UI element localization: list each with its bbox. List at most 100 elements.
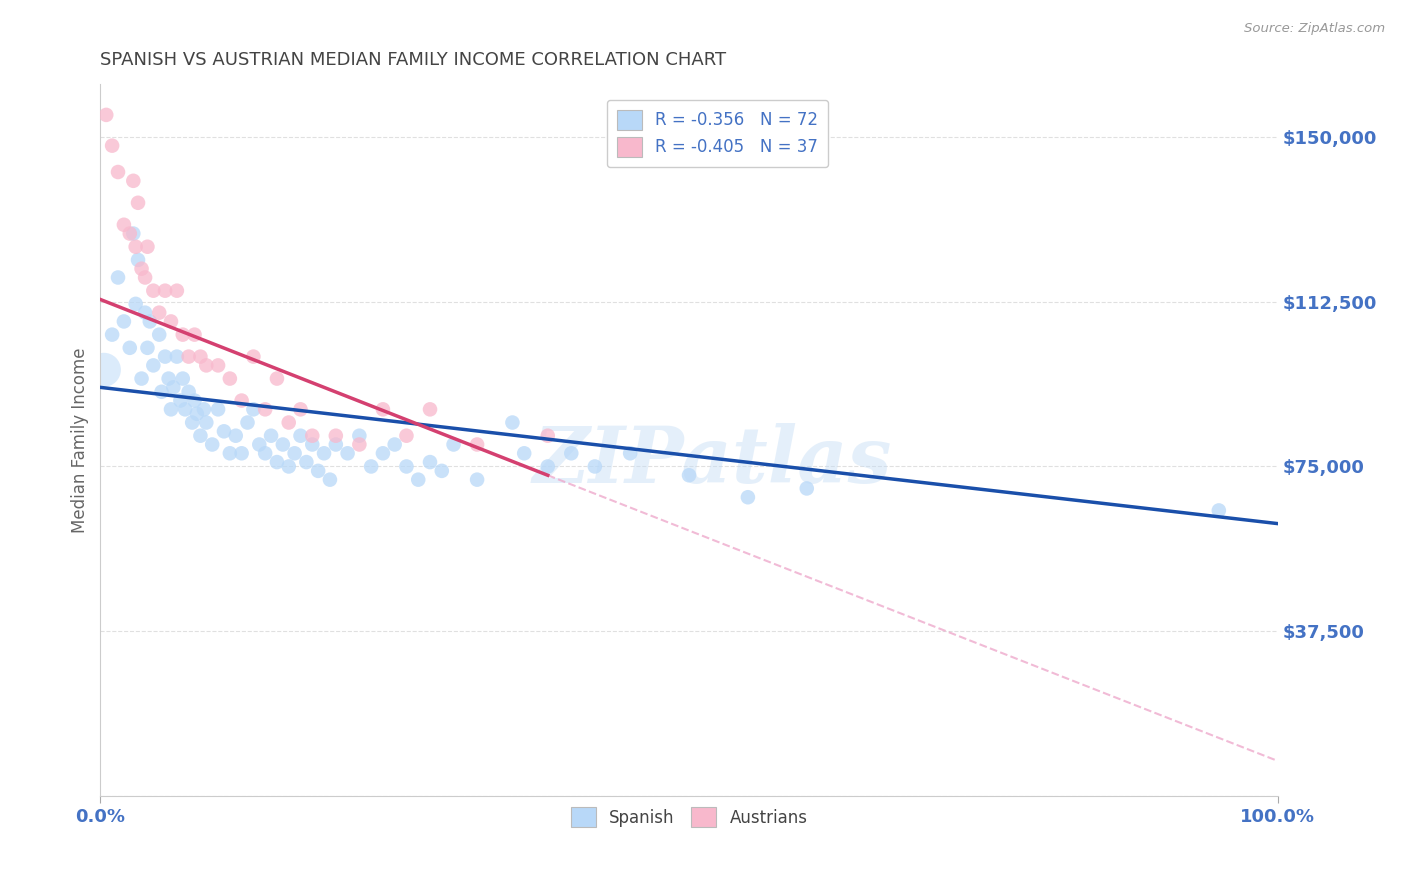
Point xyxy=(134,306,156,320)
Point xyxy=(371,402,394,417)
Point xyxy=(360,459,382,474)
Point xyxy=(325,437,347,451)
Point xyxy=(131,261,153,276)
Point xyxy=(678,468,700,483)
Point xyxy=(737,490,759,504)
Point xyxy=(271,437,294,451)
Point xyxy=(131,371,153,385)
Point xyxy=(301,437,323,451)
Point xyxy=(349,437,371,451)
Point xyxy=(301,428,323,442)
Point xyxy=(93,363,115,377)
Point xyxy=(406,473,429,487)
Point xyxy=(118,227,141,241)
Point xyxy=(284,446,307,460)
Point xyxy=(465,473,488,487)
Point xyxy=(174,402,197,417)
Point xyxy=(136,240,159,254)
Point xyxy=(325,428,347,442)
Point xyxy=(537,428,560,442)
Point xyxy=(96,108,118,122)
Point xyxy=(183,393,205,408)
Text: ZIPatlas: ZIPatlas xyxy=(533,423,893,500)
Point xyxy=(225,428,247,442)
Point xyxy=(371,446,394,460)
Point xyxy=(127,252,149,267)
Point xyxy=(384,437,406,451)
Point xyxy=(218,446,240,460)
Point xyxy=(395,459,418,474)
Point xyxy=(312,446,335,460)
Point xyxy=(513,446,536,460)
Point xyxy=(101,327,124,342)
Point xyxy=(583,459,606,474)
Point xyxy=(207,402,229,417)
Point xyxy=(430,464,453,478)
Point xyxy=(148,327,170,342)
Point xyxy=(195,359,218,373)
Point xyxy=(260,428,283,442)
Point xyxy=(349,428,371,442)
Point xyxy=(465,437,488,451)
Point xyxy=(142,359,165,373)
Point xyxy=(107,270,129,285)
Point xyxy=(118,341,141,355)
Point xyxy=(319,473,342,487)
Point xyxy=(127,195,149,210)
Point xyxy=(124,240,146,254)
Y-axis label: Median Family Income: Median Family Income xyxy=(72,347,89,533)
Point xyxy=(153,350,176,364)
Point xyxy=(101,138,124,153)
Point xyxy=(443,437,465,451)
Point xyxy=(190,428,212,442)
Point xyxy=(122,227,145,241)
Point xyxy=(218,371,240,385)
Point xyxy=(395,428,418,442)
Point xyxy=(136,341,159,355)
Point xyxy=(277,416,299,430)
Point xyxy=(181,416,204,430)
Point xyxy=(122,174,145,188)
Point xyxy=(172,371,194,385)
Point xyxy=(177,350,200,364)
Point xyxy=(1208,503,1230,517)
Point xyxy=(139,314,162,328)
Point xyxy=(153,284,176,298)
Point xyxy=(247,437,270,451)
Point xyxy=(619,446,641,460)
Point xyxy=(186,407,208,421)
Point xyxy=(419,402,441,417)
Point xyxy=(166,284,188,298)
Point xyxy=(266,455,288,469)
Point xyxy=(112,218,135,232)
Point xyxy=(796,482,818,496)
Point xyxy=(266,371,288,385)
Point xyxy=(501,416,523,430)
Point xyxy=(231,393,253,408)
Point xyxy=(242,402,264,417)
Point xyxy=(231,446,253,460)
Point xyxy=(195,416,218,430)
Point xyxy=(537,459,560,474)
Point xyxy=(190,350,212,364)
Point xyxy=(107,165,129,179)
Legend: Spanish, Austrians: Spanish, Austrians xyxy=(564,800,814,834)
Point xyxy=(254,446,277,460)
Point xyxy=(254,402,277,417)
Point xyxy=(160,402,183,417)
Point xyxy=(290,402,312,417)
Point xyxy=(148,306,170,320)
Point xyxy=(169,393,191,408)
Point xyxy=(112,314,135,328)
Text: SPANISH VS AUSTRIAN MEDIAN FAMILY INCOME CORRELATION CHART: SPANISH VS AUSTRIAN MEDIAN FAMILY INCOME… xyxy=(100,51,727,69)
Point xyxy=(162,380,184,394)
Point xyxy=(242,350,264,364)
Point xyxy=(207,359,229,373)
Point xyxy=(134,270,156,285)
Point xyxy=(166,350,188,364)
Point xyxy=(290,428,312,442)
Point xyxy=(295,455,318,469)
Point xyxy=(124,297,146,311)
Point xyxy=(193,402,215,417)
Point xyxy=(277,459,299,474)
